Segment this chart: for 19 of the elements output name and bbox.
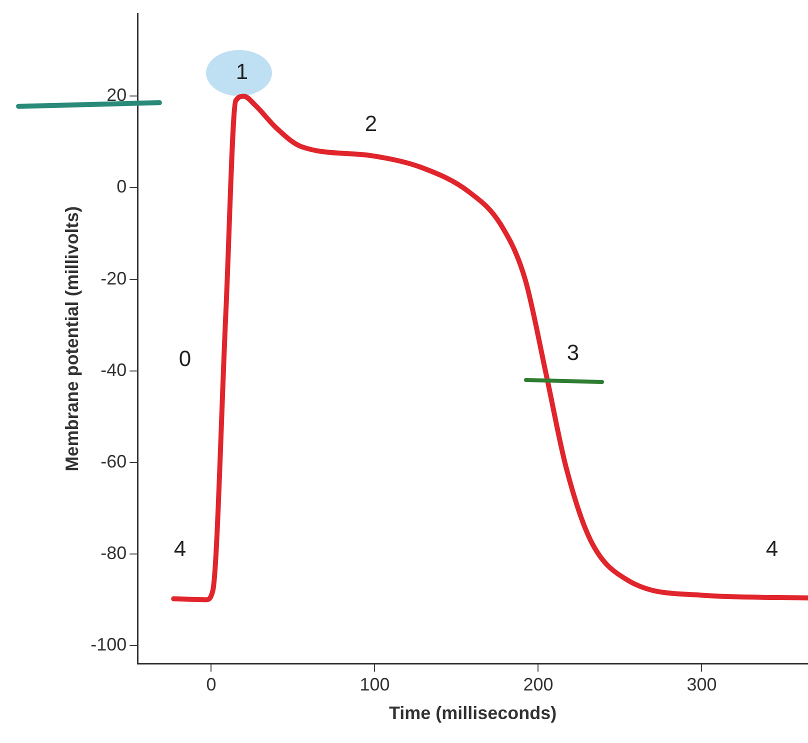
- x-tick-label: 0: [206, 674, 216, 695]
- annotation: 1: [236, 59, 248, 84]
- y-tick-label: -20: [100, 268, 127, 288]
- annotation: 4: [766, 536, 778, 562]
- annotation: 0: [178, 346, 192, 372]
- annotation: 4: [174, 536, 186, 562]
- x-axis-title: Time (milliseconds): [388, 703, 557, 724]
- annotation: 3: [566, 340, 580, 366]
- x-tick-label: 200: [523, 674, 554, 695]
- y-tick-label: -80: [100, 542, 127, 563]
- y-tick-label: 0: [116, 176, 127, 197]
- y-tick-label: -40: [100, 360, 127, 380]
- annotation: 2: [364, 111, 378, 136]
- y-axis-title: Membrane potential (millivolts): [62, 206, 82, 472]
- y-tick-label: 20: [106, 85, 127, 106]
- y-tick-label: -60: [100, 451, 127, 472]
- y-tick-label: -100: [90, 634, 127, 654]
- x-tick-label: 300: [686, 674, 717, 695]
- x-tick-label: 100: [360, 674, 390, 695]
